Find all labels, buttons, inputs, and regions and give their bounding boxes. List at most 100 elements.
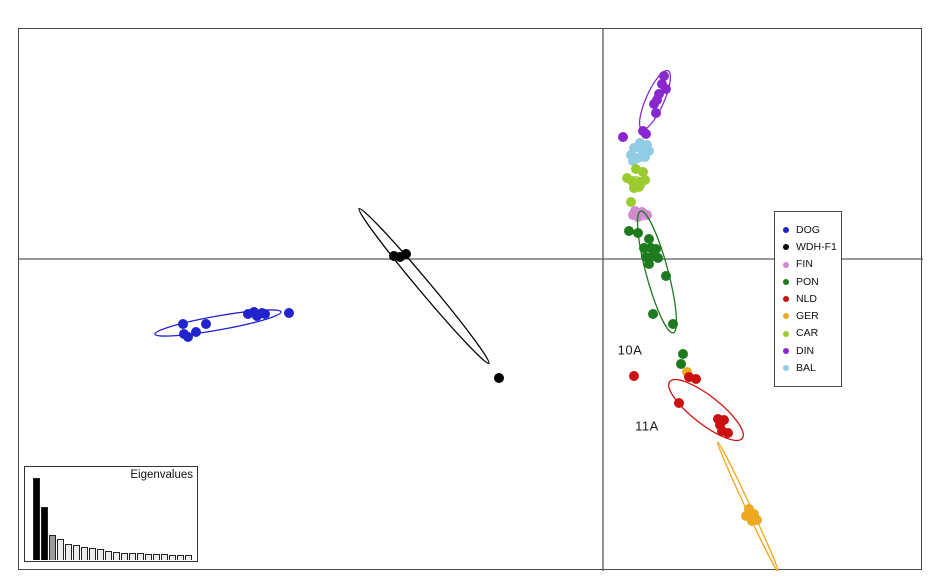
data-point-DIN	[649, 99, 659, 109]
cluster-CAR	[622, 164, 650, 207]
eigenvalue-bar	[65, 544, 72, 560]
eigenvalue-bar	[41, 507, 48, 560]
legend-label: PON	[796, 275, 819, 288]
legend-dot-icon	[783, 278, 789, 285]
inertia-ellipse-NLD	[668, 378, 744, 442]
legend-entry-DIN: DIN	[783, 344, 841, 357]
legend-box: DOG WDH-F1 FIN PON NLD GER CAR DIN BAL	[774, 211, 842, 387]
data-point-DOG	[260, 309, 270, 319]
data-point-DIN	[651, 108, 661, 118]
data-point-PON	[648, 309, 658, 319]
legend-dot-icon	[783, 296, 789, 302]
eigenvalue-bar	[73, 545, 80, 560]
eigenvalue-bar	[33, 478, 40, 560]
legend-label: NLD	[796, 292, 818, 305]
legend-dot-icon	[783, 244, 789, 251]
data-point-DIN	[641, 129, 651, 139]
data-point-CAR	[634, 182, 644, 192]
data-point-DOG	[178, 319, 188, 329]
eigenvalue-bar	[185, 555, 192, 560]
legend-entry-CAR: CAR	[783, 328, 841, 339]
eigenvalue-bar	[57, 539, 64, 560]
data-point-WDH-F1	[494, 373, 504, 383]
cluster-NLD	[629, 371, 744, 442]
legend-dot-icon	[783, 313, 789, 320]
data-point-DOG	[284, 308, 294, 318]
data-point-PON	[676, 359, 686, 369]
data-point-PON	[661, 271, 671, 281]
data-point-CAR	[626, 197, 636, 207]
legend-dot-icon	[783, 227, 789, 233]
data-point-BAL	[628, 156, 638, 166]
inertia-ellipse-DOG	[154, 309, 282, 337]
legend-label: BAL	[796, 361, 816, 374]
eigenvalue-bar	[81, 547, 88, 560]
cluster-FIN	[628, 206, 652, 222]
data-point-DIN	[618, 132, 628, 142]
eigenvalues-title: Eigenvalues	[130, 469, 193, 481]
cluster-PON	[624, 210, 688, 369]
cluster-BAL	[626, 138, 654, 166]
inertia-ellipse-WDH-F1	[358, 207, 490, 365]
data-point-BAL	[640, 152, 650, 162]
legend-label: GER	[796, 310, 819, 322]
data-point-NLD	[691, 374, 701, 384]
scatter-svg	[19, 29, 923, 571]
data-point-DOG	[191, 327, 201, 337]
cluster-DIN	[618, 69, 672, 142]
data-point-GER	[752, 515, 762, 525]
data-point-DOG	[201, 319, 211, 329]
cluster-DOG	[154, 307, 294, 342]
eigenvalue-bar	[137, 553, 144, 560]
legend-entry-NLD: NLD	[783, 294, 841, 305]
data-point-PON	[678, 349, 688, 359]
data-point-DOG	[183, 332, 193, 342]
eigenvalue-bar	[145, 554, 152, 560]
data-point-PON	[668, 319, 678, 329]
eigenvalue-bar	[113, 552, 120, 560]
data-point-PON	[653, 253, 663, 263]
eigenvalues-inset: Eigenvalues	[24, 466, 198, 562]
eigenvalue-bar	[129, 553, 136, 560]
eigenvalue-bar	[121, 553, 128, 560]
data-point-NLD	[723, 428, 733, 438]
legend-dot-icon	[783, 347, 789, 354]
data-point-CAR	[640, 175, 650, 185]
data-point-NLD	[719, 415, 729, 425]
eigenvalue-bar	[105, 551, 112, 560]
data-point-DIN	[659, 71, 669, 81]
eigenvalue-bar	[177, 555, 184, 560]
legend-entry-PON: PON	[783, 275, 841, 288]
plot-area: 10A 11A DOG WDH-F1 FIN PON NLD GER CAR DIN BAL Ei…	[18, 28, 923, 571]
data-point-NLD	[674, 398, 684, 408]
legend-label: DOG	[796, 223, 820, 236]
legend-label: DIN	[796, 344, 815, 357]
cluster-WDH-F1	[358, 207, 504, 383]
legend-entry-DOG: DOG	[783, 225, 841, 236]
eigenvalue-bar	[169, 555, 176, 560]
legend-entry-BAL: BAL	[783, 363, 841, 374]
eigenvalue-bar	[97, 549, 104, 560]
data-point-WDH-F1	[401, 249, 411, 259]
data-point-NLD	[629, 371, 639, 381]
data-point-PON	[644, 259, 654, 269]
annotation-11A: 11A	[635, 418, 659, 434]
data-point-FIN	[628, 210, 638, 220]
legend-entry-FIN: FIN	[783, 259, 841, 270]
eigenvalue-bar	[153, 554, 160, 560]
data-point-PON	[633, 228, 643, 238]
legend-entry-GER: GER	[783, 311, 841, 322]
data-point-CAR	[638, 167, 648, 177]
data-point-PON	[639, 243, 649, 253]
eigenvalue-bar	[49, 535, 56, 560]
annotation-10A: 10A	[617, 342, 643, 358]
data-point-DIN	[661, 84, 671, 94]
data-point-PON	[624, 226, 634, 236]
legend-entry-WDH-F1: WDH-F1	[783, 242, 841, 253]
eigenvalue-bar	[161, 554, 168, 560]
legend-label: FIN	[796, 258, 813, 271]
data-point-PON	[644, 234, 654, 244]
legend-dot-icon	[783, 330, 789, 337]
legend-label: WDH-F1	[796, 241, 837, 253]
